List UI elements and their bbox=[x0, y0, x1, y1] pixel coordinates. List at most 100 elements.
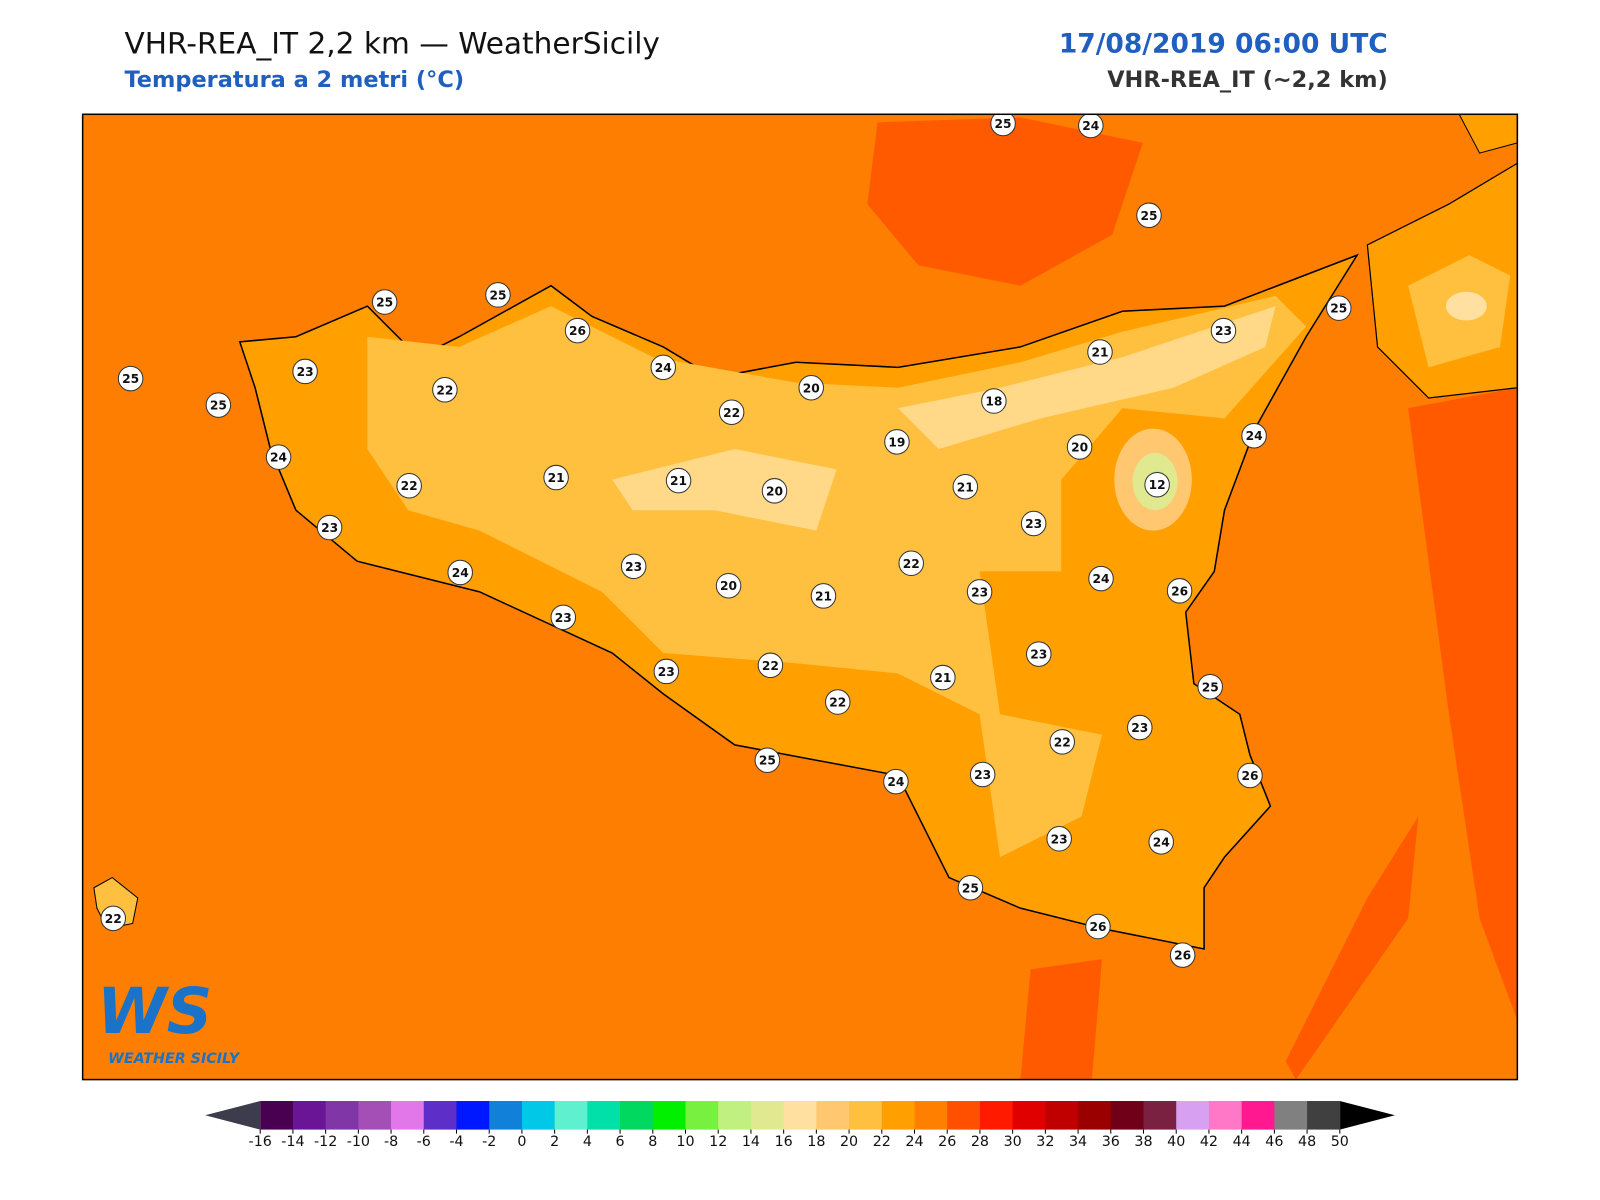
colorbar-tick-label: 18 bbox=[807, 1134, 825, 1150]
title: VHR-REA_IT 2,2 km — WeatherSicily bbox=[124, 26, 659, 60]
station-marker bbox=[543, 464, 569, 491]
colorbar: -16 -14 -12 -10 -8 -6 -4 -2 0 2 4 6 8 10 12 14 16 18 20 22 2… bbox=[205, 1101, 1395, 1150]
colorbar-segment bbox=[260, 1101, 294, 1130]
colorbar-tick-label: 14 bbox=[742, 1134, 760, 1150]
colorbar-tick-label: 16 bbox=[775, 1134, 793, 1150]
colorbar-segment bbox=[587, 1101, 621, 1130]
colorbar-segment bbox=[979, 1101, 1014, 1130]
colorbar-segment bbox=[881, 1101, 916, 1130]
station-marker bbox=[715, 572, 742, 599]
colorbar-tick-label: 42 bbox=[1200, 1134, 1218, 1150]
station-value: 22 bbox=[401, 479, 418, 493]
colorbar-tick-label: 6 bbox=[616, 1134, 625, 1150]
colorbar-tick-label: 2 bbox=[550, 1134, 559, 1150]
station-marker bbox=[1237, 762, 1263, 789]
colorbar-segment bbox=[1078, 1101, 1112, 1130]
colorbar-tick-label: 36 bbox=[1102, 1134, 1120, 1150]
station-marker bbox=[1148, 829, 1174, 855]
station-marker bbox=[447, 559, 473, 586]
station-marker bbox=[665, 467, 692, 494]
colorbar-segment bbox=[718, 1101, 752, 1130]
station-marker bbox=[1088, 565, 1114, 592]
station-marker bbox=[485, 282, 511, 308]
station-marker bbox=[1144, 471, 1170, 498]
station-marker bbox=[650, 354, 677, 381]
station-value: 21 bbox=[670, 474, 687, 488]
colorbar-tick-label: -2 bbox=[482, 1134, 496, 1150]
map-frame bbox=[81, 113, 1519, 1081]
station-value: 22 bbox=[436, 383, 453, 397]
map: 25 24 25 25 25 26 24 23 22 25 25 22 20 25 23 21 18 19 20 24… bbox=[82, 114, 1518, 1080]
colorbar-segment bbox=[1274, 1101, 1308, 1130]
colorbar-tick-label: 32 bbox=[1036, 1134, 1054, 1150]
colorbar-segment bbox=[423, 1101, 458, 1130]
station-value: 25 bbox=[1330, 302, 1347, 316]
station-value: 20 bbox=[766, 484, 783, 498]
station-marker bbox=[1169, 942, 1196, 968]
colorbar-segment bbox=[652, 1101, 687, 1130]
colorbar-tick-label: 20 bbox=[840, 1134, 858, 1150]
station-value: 25 bbox=[962, 881, 979, 895]
station-marker bbox=[1326, 295, 1352, 321]
station-marker bbox=[1127, 714, 1153, 741]
station-value: 24 bbox=[270, 451, 287, 465]
station-marker bbox=[1020, 510, 1047, 537]
station-marker bbox=[1087, 339, 1113, 365]
colorbar-segment bbox=[1012, 1101, 1046, 1130]
colorbar-tick-label: 30 bbox=[1004, 1134, 1022, 1150]
station-value: 25 bbox=[210, 399, 227, 413]
colorbar-segment bbox=[292, 1101, 327, 1130]
colorbar-segment bbox=[554, 1101, 588, 1130]
station-value: 26 bbox=[1174, 949, 1191, 963]
station-marker bbox=[757, 652, 784, 679]
station-marker bbox=[396, 472, 422, 499]
colorbar-segment bbox=[1208, 1101, 1243, 1130]
colorbar-tick-label: 34 bbox=[1069, 1134, 1087, 1150]
colorbar-segment bbox=[1045, 1101, 1079, 1130]
station-value: 20 bbox=[720, 579, 737, 593]
colorbar-segment bbox=[1110, 1101, 1145, 1130]
station-marker bbox=[550, 604, 577, 631]
colorbar-tick-label: 40 bbox=[1167, 1134, 1185, 1150]
inland-cool bbox=[367, 295, 1307, 858]
logo-mark: WS bbox=[97, 974, 212, 1048]
model-label: VHR-REA_IT (~2,2 km) bbox=[1107, 67, 1388, 93]
colorbar-tick-label: -14 bbox=[281, 1134, 304, 1150]
colorbar-segment bbox=[391, 1101, 425, 1130]
colorbar-tick-label: 46 bbox=[1265, 1134, 1283, 1150]
station-value: 18 bbox=[985, 395, 1002, 409]
station-marker bbox=[754, 747, 781, 773]
station-marker bbox=[1210, 317, 1237, 344]
colorbar-tick-label: 10 bbox=[676, 1134, 694, 1150]
colorbar-segment bbox=[849, 1101, 883, 1130]
station-value: 21 bbox=[548, 471, 565, 485]
subtitle: Temperatura a 2 metri (°C) bbox=[124, 67, 464, 93]
station-marker bbox=[371, 289, 398, 315]
station-value: 25 bbox=[376, 296, 393, 310]
colorbar-segment bbox=[947, 1101, 981, 1130]
colorbar-segment bbox=[750, 1101, 785, 1130]
station-value: 23 bbox=[974, 768, 991, 782]
station-marker bbox=[884, 429, 910, 455]
colorbar-segment bbox=[521, 1101, 556, 1130]
station-marker bbox=[1046, 826, 1072, 852]
station-value: 22 bbox=[762, 659, 779, 673]
station-marker bbox=[957, 875, 984, 901]
colorbar-tick-label: 26 bbox=[938, 1134, 956, 1150]
station-marker bbox=[952, 473, 979, 500]
colorbar-tick-label: 44 bbox=[1233, 1134, 1251, 1150]
station-marker bbox=[1026, 641, 1052, 667]
station-marker bbox=[100, 905, 127, 932]
station-marker bbox=[620, 553, 647, 580]
station-value: 24 bbox=[1093, 572, 1110, 586]
colorbar-segment bbox=[816, 1101, 850, 1130]
station-value: 24 bbox=[1153, 835, 1170, 849]
calabria-cool bbox=[1445, 291, 1487, 321]
station-marker bbox=[1078, 114, 1104, 139]
colorbar-tick-label: 38 bbox=[1134, 1134, 1152, 1150]
station-marker bbox=[930, 664, 956, 691]
station-marker bbox=[432, 377, 458, 403]
colorbar-segment bbox=[358, 1101, 392, 1130]
station-marker bbox=[1241, 422, 1267, 449]
